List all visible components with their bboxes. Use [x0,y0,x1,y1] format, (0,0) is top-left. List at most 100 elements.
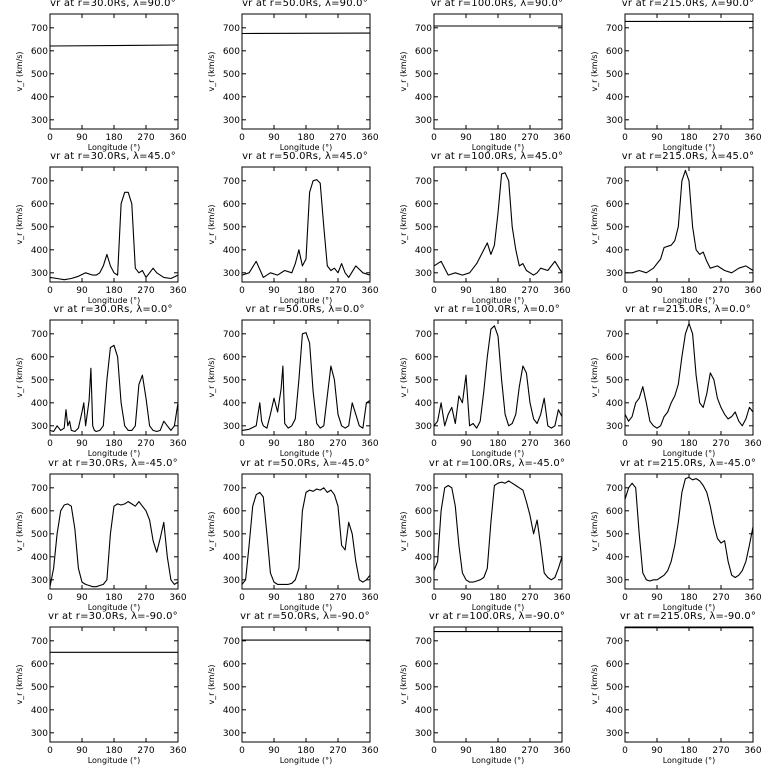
y-tick-label: 500 [31,376,48,386]
plot-frame [433,626,563,743]
y-tick-label: 700 [415,177,432,187]
panel-title: vr at r=30.0Rs, λ=45.0° [50,151,176,162]
panel-title: vr at r=30.0Rs, λ=90.0° [50,0,176,9]
x-tick-label: 180 [297,133,314,143]
panel-plot: 0 90 180 270 360 300 400 500 600 700 Longitude (°)… [15,13,187,152]
x-tick-label: 90 [460,593,472,603]
y-tick-label: 300 [223,269,240,279]
x-tick-label: 90 [651,593,663,603]
x-tick-label: 0 [239,133,245,143]
y-axis-label: v_r (km/s) [15,51,24,91]
x-tick-label: 180 [105,593,122,603]
x-tick-label: 180 [105,439,122,449]
x-axis-label: Longitude (°) [663,143,716,152]
y-tick-label: 400 [415,399,432,409]
panel-plot: 0 90 180 270 360 300 400 500 600 700 Longitude (°)… [15,626,187,765]
x-tick-label: 360 [361,133,378,143]
y-tick-label: 600 [415,47,432,57]
y-tick-label: 400 [31,399,48,409]
panel-title: vr at r=100.0Rs, λ=0.0° [434,304,560,315]
x-tick-label: 270 [329,133,346,143]
x-tick-label: 270 [521,746,538,756]
y-tick-label: 400 [606,399,623,409]
x-tick-label: 360 [744,593,761,603]
x-tick-label: 270 [329,439,346,449]
y-tick-label: 600 [31,47,48,57]
y-tick-label: 500 [606,683,623,693]
y-tick-label: 300 [223,729,240,739]
x-tick-label: 0 [431,746,437,756]
y-tick-label: 300 [415,269,432,279]
panel-plot: 0 90 180 270 360 300 400 500 600 700 Longitude (°)… [399,626,571,765]
y-tick-label: 500 [415,530,432,540]
panel-plot: 0 90 180 270 360 300 400 500 600 700 Longitude (°)… [399,166,571,305]
x-tick-label: 0 [47,746,53,756]
x-axis-label: Longitude (°) [663,296,716,305]
x-tick-label: 270 [137,593,154,603]
x-tick-label: 90 [651,133,663,143]
x-tick-label: 90 [651,439,663,449]
chart-panel: vr at r=30.0Rs, λ=90.0° 0 90 180 270 360 300 40… [15,0,208,152]
y-tick-label: 700 [31,24,48,34]
y-tick-label: 500 [223,223,240,233]
x-tick-label: 90 [268,133,280,143]
series-line [625,169,754,274]
x-tick-label: 270 [521,593,538,603]
y-tick-label: 400 [223,399,240,409]
x-tick-label: 90 [460,439,472,449]
x-tick-label: 90 [460,286,472,296]
chart-panel: vr at r=30.0Rs, λ=-45.0° 0 90 180 270 360 300 4… [15,458,208,612]
panel-plot: 0 90 180 270 360 300 400 500 600 700 Longitude (°)… [207,166,379,305]
x-axis-label: Longitude (°) [280,449,333,458]
y-tick-label: 600 [31,507,48,517]
x-axis-label: Longitude (°) [472,756,525,765]
chart-panel: vr at r=215.0Rs, λ=90.0° 0 90 180 270 360 300 4… [590,0,768,152]
y-tick-label: 400 [223,706,240,716]
x-tick-label: 270 [521,439,538,449]
y-tick-label: 600 [223,353,240,363]
x-tick-label: 360 [361,286,378,296]
chart-panel: vr at r=50.0Rs, λ=45.0° 0 90 180 270 360 300 40… [207,151,400,305]
chart-panel: vr at r=50.0Rs, λ=-45.0° 0 90 180 270 360 300 4… [207,458,400,612]
x-axis-label: Longitude (°) [472,603,525,612]
y-axis-label: v_r (km/s) [15,664,24,704]
plot-frame [49,13,179,130]
x-tick-label: 270 [329,593,346,603]
panel-plot: 0 90 180 270 360 300 400 500 600 700 Longitude (°)… [15,166,187,305]
panel-title: vr at r=50.0Rs, λ=-90.0° [240,611,370,622]
y-axis-label: v_r (km/s) [207,664,216,704]
y-tick-label: 700 [31,637,48,647]
y-tick-label: 300 [606,116,623,126]
y-tick-label: 700 [31,330,48,340]
x-tick-label: 270 [521,286,538,296]
x-tick-label: 360 [361,593,378,603]
chart-panel: vr at r=215.0Rs, λ=45.0° 0 90 180 270 360 300 4… [590,151,768,305]
series-line [241,487,371,585]
y-tick-label: 400 [415,706,432,716]
panel-plot: 0 90 180 270 360 300 400 500 600 700 Longitude (°)… [207,13,379,152]
y-tick-label: 300 [606,729,623,739]
x-tick-label: 90 [76,133,88,143]
y-tick-label: 500 [415,223,432,233]
y-tick-label: 300 [31,729,48,739]
x-axis-label: Longitude (°) [88,603,141,612]
x-tick-label: 180 [489,593,506,603]
x-tick-label: 0 [239,439,245,449]
chart-panel: vr at r=50.0Rs, λ=90.0° 0 90 180 270 360 300 40… [207,0,400,152]
y-tick-label: 400 [606,93,623,103]
y-tick-label: 600 [415,660,432,670]
x-tick-label: 90 [460,133,472,143]
y-tick-label: 500 [606,70,623,80]
y-tick-label: 400 [415,553,432,563]
panel-title: vr at r=215.0Rs, λ=0.0° [625,304,751,315]
x-tick-label: 360 [553,286,570,296]
y-tick-label: 400 [31,706,48,716]
x-tick-label: 360 [553,746,570,756]
chart-panel: vr at r=215.0Rs, λ=-45.0° 0 90 180 270 360 300… [590,458,768,612]
y-tick-label: 300 [415,729,432,739]
x-tick-label: 90 [76,746,88,756]
x-tick-label: 180 [489,439,506,449]
y-tick-label: 600 [606,47,623,57]
panel-plot: 0 90 180 270 360 300 400 500 600 700 Longitude (°)… [15,473,187,612]
y-tick-label: 500 [223,376,240,386]
